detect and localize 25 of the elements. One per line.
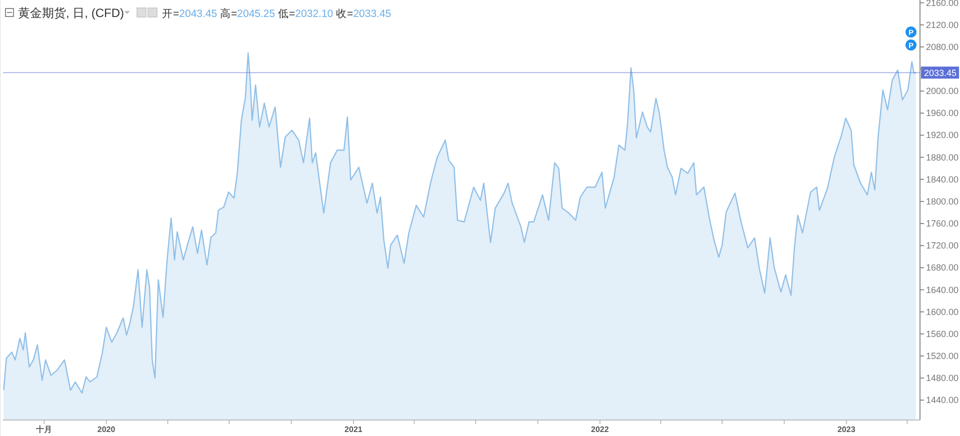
y-tick-label: 1960.00 — [926, 108, 959, 118]
text: 开=2043.45 高=2045.25 低=2032.10 收=2033.45 — [162, 7, 392, 20]
y-tick-label: 1480.00 — [926, 373, 959, 384]
x-tick-label: 2023 — [838, 425, 856, 434]
y-tick-label: 1680.00 — [926, 262, 959, 273]
x-tick-label: 十月 — [35, 425, 52, 434]
y-tick-label: 1800.00 — [926, 196, 959, 206]
y-tick-label: 1600.00 — [926, 306, 959, 317]
y-tick-label: 2080.00 — [926, 42, 959, 52]
y-tick-label: 1880.00 — [926, 152, 959, 162]
ref-line-label: 2033.45 — [924, 68, 957, 78]
x-tick-label: 2020 — [97, 425, 116, 434]
y-tick-label: 1640.00 — [926, 284, 959, 295]
y-tick-label: 1840.00 — [926, 174, 959, 184]
x-tick-label: 2021 — [344, 425, 363, 434]
y-tick-label: 1520.00 — [926, 350, 959, 361]
x-tick-label: 2022 — [591, 425, 610, 434]
y-tick-label: 1760.00 — [926, 218, 959, 229]
text: 黄金期货, 日, (CFD) — [18, 6, 124, 20]
y-tick-label: 2000.00 — [926, 86, 959, 96]
y-tick-label: 1920.00 — [926, 130, 959, 140]
y-tick-label: 1560.00 — [926, 328, 959, 339]
y-tick-label: 1440.00 — [926, 395, 959, 406]
y-tick-label: 2120.00 — [926, 20, 959, 30]
y-tick-label: 1720.00 — [926, 240, 959, 251]
